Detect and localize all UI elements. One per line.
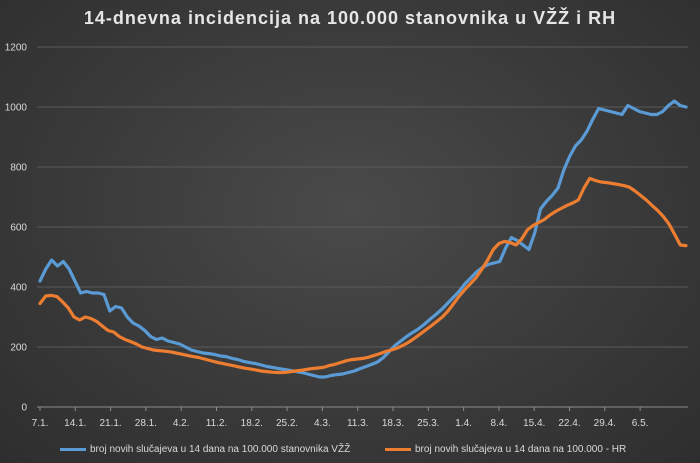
y-axis: 0 200 400 600 800 1000 1200: [5, 43, 28, 414]
x-tick-label: 14.1.: [64, 418, 86, 429]
legend-swatch-hr: [385, 447, 411, 451]
y-tick-label: 800: [10, 163, 27, 174]
x-tick-label: 28.1.: [135, 418, 157, 429]
x-tick-label: 4.3.: [314, 418, 331, 429]
gridlines: [37, 46, 688, 408]
y-tick-label: 600: [10, 223, 27, 234]
legend-item-hr: broj novih slučajeva u 14 dana na 100.00…: [385, 441, 626, 457]
x-tick-label: 22.4.: [558, 418, 580, 429]
x-tick-label: 4.2.: [173, 418, 190, 429]
y-tick-label: 1200: [5, 43, 28, 54]
x-tick-label: 18.2.: [241, 418, 263, 429]
y-tick-label: 0: [21, 403, 27, 414]
y-tick-label: 200: [10, 343, 27, 354]
series-lines: [38, 99, 688, 379]
legend-item-vzz: broj novih slučajeva u 14 dana na 100.00…: [60, 441, 350, 457]
x-tick-label: 15.4.: [523, 418, 545, 429]
x-tick-label: 25.3.: [417, 418, 439, 429]
legend-label-hr: broj novih slučajeva u 14 dana na 100.00…: [415, 443, 627, 455]
x-tick-label: 29.4.: [594, 418, 616, 429]
legend-swatch-vzz: [60, 447, 86, 451]
x-tick-label: 11.2.: [206, 418, 228, 429]
x-tick-label: 8.4.: [491, 418, 508, 429]
legend-label-vzz: broj novih slučajeva u 14 dana na 100.00…: [90, 443, 351, 455]
series-line-vzz: [38, 99, 688, 379]
y-tick-label: 400: [10, 283, 27, 294]
series-line-hr: [38, 176, 688, 375]
x-tick-label: 21.1.: [99, 418, 121, 429]
x-tick-label: 6.5.: [632, 418, 649, 429]
chart-title: 14-dnevna incidencija na 100.000 stanovn…: [83, 8, 617, 28]
y-tick-label: 1000: [5, 103, 28, 114]
x-tick-label: 7.1.: [32, 418, 49, 429]
x-tick-label: 11.3.: [347, 418, 369, 429]
x-axis: 7.1. 14.1. 21.1. 28.1. 4.2. 11.2. 18.2. 25.2. 4.…: [32, 407, 649, 429]
x-tick-label: 25.2.: [276, 418, 298, 429]
x-tick-label: 18.3.: [382, 418, 404, 429]
x-tick-label: 1.4.: [455, 418, 472, 429]
